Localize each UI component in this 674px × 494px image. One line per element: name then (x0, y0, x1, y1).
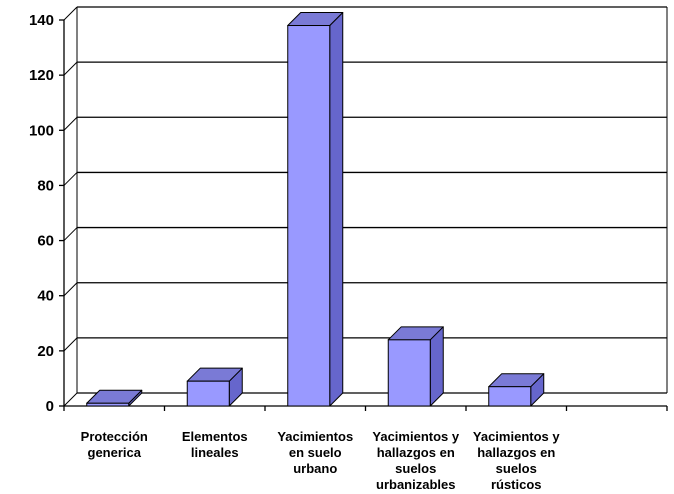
y-tick-label-140: 140 (29, 12, 54, 29)
y-tick-label-20: 20 (37, 343, 54, 360)
x-category-label-line: generica (88, 445, 142, 460)
x-category-label-0: Protección generica (81, 429, 148, 460)
y-axis (59, 19, 65, 407)
x-category-labels: Protección generica Elementos lineales Yacim… (81, 429, 561, 492)
x-category-label-4: Yacimientos y hallazgos en suelos rústicos (473, 429, 560, 492)
bar-front-4 (488, 386, 532, 407)
bar-front-0 (86, 402, 130, 407)
bar-side-3 (429, 326, 444, 407)
bar-front-3 (387, 339, 431, 407)
y-tick-label-40: 40 (37, 288, 54, 305)
x-category-label-line: suelos (496, 461, 537, 476)
x-category-label-line: Yacimientos y (372, 429, 459, 444)
gridline-depth-40 (63, 282, 78, 297)
x-category-label-line: Yacimientos y (473, 429, 560, 444)
bar-2 (287, 12, 344, 407)
gridline-depth-140 (63, 6, 78, 21)
y-tick-label-80: 80 (37, 177, 54, 194)
bar-1 (186, 367, 243, 407)
gridline-depth-0 (63, 392, 78, 407)
x-category-label-line: urbanizables (376, 477, 455, 492)
y-tick-label-60: 60 (37, 233, 54, 250)
gridline-depth-60 (63, 227, 78, 241)
bar-side-2 (329, 12, 344, 407)
y-tick-label-0: 0 (46, 398, 54, 415)
x-category-label-line: en suelo (289, 445, 342, 460)
y-tick-labels: 0 20 40 60 80 100 120 140 (29, 12, 54, 415)
bar-front-2 (287, 25, 331, 407)
gridline-depth-20 (63, 337, 78, 352)
x-category-label-1: Elementos lineales (182, 429, 248, 460)
y-tick-label-100: 100 (29, 122, 54, 139)
bar-4 (488, 373, 545, 407)
bars (86, 12, 545, 407)
gridline-depth-80 (63, 172, 78, 186)
x-category-label-line: Yacimientos (277, 429, 353, 444)
x-category-label-line: Protección (81, 429, 148, 444)
x-category-label-line: urbano (293, 461, 337, 476)
x-category-label-line: Elementos (182, 429, 248, 444)
x-category-label-3: Yacimientos y hallazgos en suelos urbanizab… (372, 429, 459, 492)
x-axis (63, 405, 668, 411)
x-category-label-line: hallazgos en (477, 445, 555, 460)
y-tick-label-120: 120 (29, 67, 54, 84)
gridline-depth-100 (63, 116, 78, 131)
bar-3 (387, 326, 444, 407)
gridlines (63, 6, 668, 407)
gridline-depth-120 (63, 61, 78, 76)
x-category-label-line: rústicos (491, 477, 542, 492)
x-category-label-line: hallazgos en (377, 445, 455, 460)
bar-front-1 (186, 380, 230, 407)
x-category-label-line: suelos (395, 461, 436, 476)
x-category-label-2: Yacimientos en suelo urbano (277, 429, 353, 476)
x-category-label-line: lineales (191, 445, 239, 460)
bar-0 (86, 389, 143, 407)
